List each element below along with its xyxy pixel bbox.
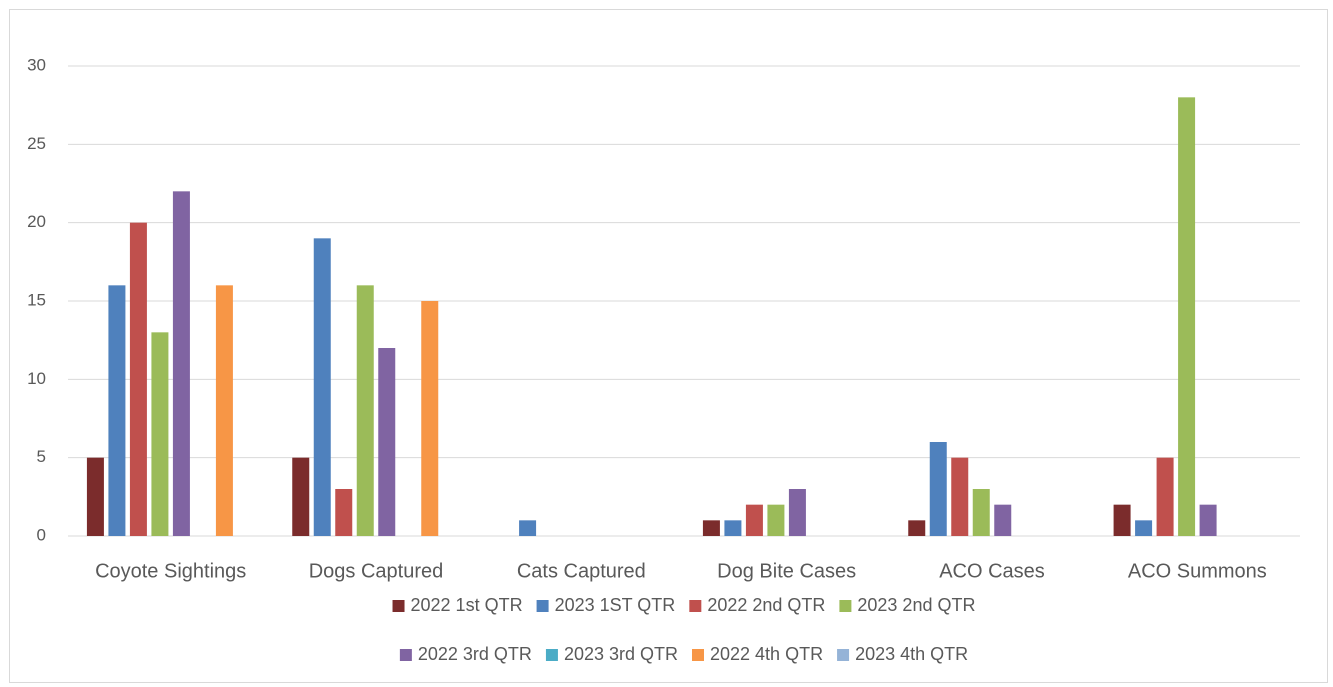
bar	[908, 520, 926, 536]
bar	[519, 520, 537, 536]
x-tick-label: Dogs Captured	[309, 560, 444, 582]
y-tick-label: 15	[27, 290, 46, 309]
bar	[1156, 457, 1174, 536]
bar	[745, 504, 763, 536]
legend-label: 2023 3rd QTR	[564, 644, 678, 664]
y-tick-label: 10	[27, 369, 46, 388]
y-tick-label: 5	[37, 447, 46, 466]
y-tick-label: 30	[27, 55, 46, 74]
legend-label: 2022 4th QTR	[710, 644, 823, 664]
bar	[151, 332, 169, 536]
bar	[356, 285, 374, 536]
bar	[313, 238, 331, 537]
legend-label: 2023 1ST QTR	[555, 595, 676, 615]
bar	[1199, 504, 1217, 536]
bar	[951, 457, 969, 536]
legend-swatch	[392, 600, 405, 612]
bar	[86, 457, 104, 536]
x-tick-label: ACO Cases	[939, 560, 1045, 582]
legend-label: 2023 4th QTR	[855, 644, 968, 664]
bar	[378, 348, 396, 536]
bar	[1113, 504, 1131, 536]
bar	[108, 285, 126, 536]
legend-swatch	[692, 649, 704, 661]
x-tick-label: ACO Summons	[1128, 560, 1267, 582]
y-tick-label: 20	[27, 212, 46, 231]
x-tick-label: Dog Bite Cases	[717, 560, 856, 582]
bar	[172, 191, 190, 537]
x-tick-label: Cats Captured	[517, 560, 646, 582]
legend-swatch	[839, 600, 852, 612]
legend-swatch	[689, 600, 702, 612]
bar	[1135, 520, 1153, 536]
legend-label: 2022 1st QTR	[411, 595, 523, 615]
legend-label: 2022 2nd QTR	[707, 595, 825, 615]
bar	[292, 457, 310, 536]
legend-swatch	[837, 649, 850, 661]
bar	[972, 489, 990, 536]
legend-label: 2022 3rd QTR	[418, 644, 532, 664]
bar	[1178, 97, 1196, 536]
bar	[788, 489, 806, 536]
y-tick-label: 25	[27, 134, 46, 153]
bar	[129, 222, 147, 536]
legend-swatch	[545, 649, 558, 661]
bar	[421, 301, 439, 536]
x-tick-label: Coyote Sightings	[95, 560, 246, 582]
bar	[929, 442, 947, 536]
legend-label: 2023 2nd QTR	[857, 595, 975, 615]
bar	[702, 520, 720, 536]
bar	[724, 520, 742, 536]
bar	[767, 504, 785, 536]
legend-swatch	[399, 649, 412, 661]
bar	[215, 285, 233, 536]
legend-swatch	[536, 600, 549, 612]
bar	[994, 504, 1012, 536]
y-tick-label: 0	[37, 525, 46, 544]
bar	[335, 489, 353, 536]
